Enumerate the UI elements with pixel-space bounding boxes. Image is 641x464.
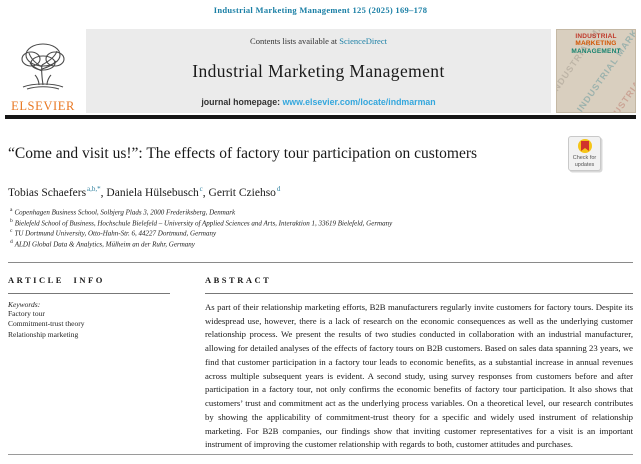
affiliation-marker: a	[10, 206, 13, 213]
affiliation: a Copenhagen Business School, Solbjerg Pl…	[10, 207, 633, 218]
affiliation-list: a Copenhagen Business School, Solbjerg Pl…	[10, 207, 633, 250]
journal-header: ELSEVIER Contents lists available at Sci…	[5, 29, 636, 113]
cover-title-line3: MANAGEMENT	[571, 47, 621, 55]
affiliation-text: ALDI Global Data & Analytics, Mülheim an…	[14, 240, 195, 249]
author-list: Tobias Schaefers a,b,*, Daniela Hülsebus…	[8, 185, 633, 199]
contents-line: Contents lists available at ScienceDirec…	[250, 36, 387, 46]
author-name: Tobias Schaefers	[8, 186, 87, 199]
homepage-label: journal homepage:	[201, 97, 283, 107]
elsevier-tree-icon	[17, 41, 69, 99]
article-info-rule	[8, 292, 170, 294]
affiliation-marker: c	[10, 228, 13, 235]
elsevier-wordmark: ELSEVIER	[11, 98, 75, 113]
badge-text-line2: updates	[574, 161, 595, 168]
badge-text-line1: Check for	[572, 154, 597, 161]
affiliation-text: Copenhagen Business School, Solbjerg Pla…	[14, 208, 236, 217]
author: Daniela Hülsebusch c,	[106, 185, 209, 199]
contents-prefix: Contents lists available at	[250, 36, 340, 46]
cover-masthead: INDUSTRIAL MARKETING MANAGEMENT	[557, 30, 635, 55]
title-row: “Come and visit us!”: The effects of fac…	[8, 136, 601, 171]
author-separator: ,	[100, 186, 107, 199]
keyword: Factory tour	[8, 308, 45, 318]
author: Gerrit Cziehso d	[208, 185, 281, 199]
section-top-rule	[8, 261, 633, 263]
author-name: Gerrit Cziehso	[208, 186, 276, 199]
author-affil-marker: c	[199, 185, 203, 193]
affiliation: b Bielefeld School of Business, Hochschul…	[10, 218, 633, 229]
cover-title-line1: INDUSTRIAL	[575, 33, 617, 40]
author: Tobias Schaefers a,b,*,	[8, 185, 107, 199]
abstract-column: ABSTRACT As part of their relationship m…	[205, 275, 633, 452]
sciencedirect-link[interactable]: ScienceDirect	[339, 36, 387, 46]
journal-cover-thumbnail[interactable]: INDUSTRIAL MARKETING MANAGEMENT INDUSTRI…	[556, 29, 636, 113]
info-abstract-columns: ARTICLE INFO Keywords: Factory tour Comm…	[8, 275, 633, 452]
affiliation: d ALDI Global Data & Analytics, Mülheim a…	[10, 239, 633, 250]
affiliation-marker: d	[10, 239, 13, 246]
author-affil-marker: d	[276, 185, 281, 193]
affiliation-text: TU Dortmund University, Otto-Hahn-Str. 6…	[14, 229, 217, 238]
article-info-heading: ARTICLE INFO	[8, 274, 105, 285]
article-title: “Come and visit us!”: The effects of fac…	[8, 145, 478, 162]
abstract-rule	[205, 292, 633, 294]
header-divider-bar	[5, 115, 636, 119]
article-info-column: ARTICLE INFO Keywords: Factory tour Comm…	[8, 275, 170, 452]
cover-title-line2: MARKETING	[575, 40, 617, 48]
journal-masthead: Contents lists available at ScienceDirec…	[86, 29, 551, 113]
affiliation-marker: b	[10, 217, 13, 224]
author-name: Daniela Hülsebusch	[106, 186, 199, 199]
affiliation: c TU Dortmund University, Otto-Hahn-Str. …	[10, 228, 633, 239]
homepage-line: journal homepage: www.elsevier.com/locat…	[201, 97, 435, 107]
section-bottom-rule	[8, 454, 633, 455]
check-for-updates-badge[interactable]: Check for updates	[568, 136, 601, 171]
abstract-text: As part of their relationship marketing …	[205, 301, 633, 450]
journal-citation: Industrial Marketing Management 125 (202…	[213, 5, 428, 15]
author-affil-marker: a,b,*	[87, 185, 101, 193]
abstract-heading: ABSTRACT	[205, 274, 272, 285]
author-separator: ,	[202, 186, 209, 199]
crossmark-icon	[577, 138, 592, 153]
journal-title: Industrial Marketing Management	[192, 61, 445, 81]
keywords-label: Keywords:	[8, 299, 41, 309]
affiliation-text: Bielefeld School of Business, Hochschule…	[14, 218, 393, 227]
badge-text: Check for updates	[573, 155, 597, 168]
keyword: Relationship marketing	[8, 329, 79, 339]
homepage-link[interactable]: www.elsevier.com/locate/indmarman	[282, 97, 436, 107]
elsevier-logo[interactable]: ELSEVIER	[5, 29, 81, 113]
keyword: Commitment-trust theory	[8, 319, 85, 329]
